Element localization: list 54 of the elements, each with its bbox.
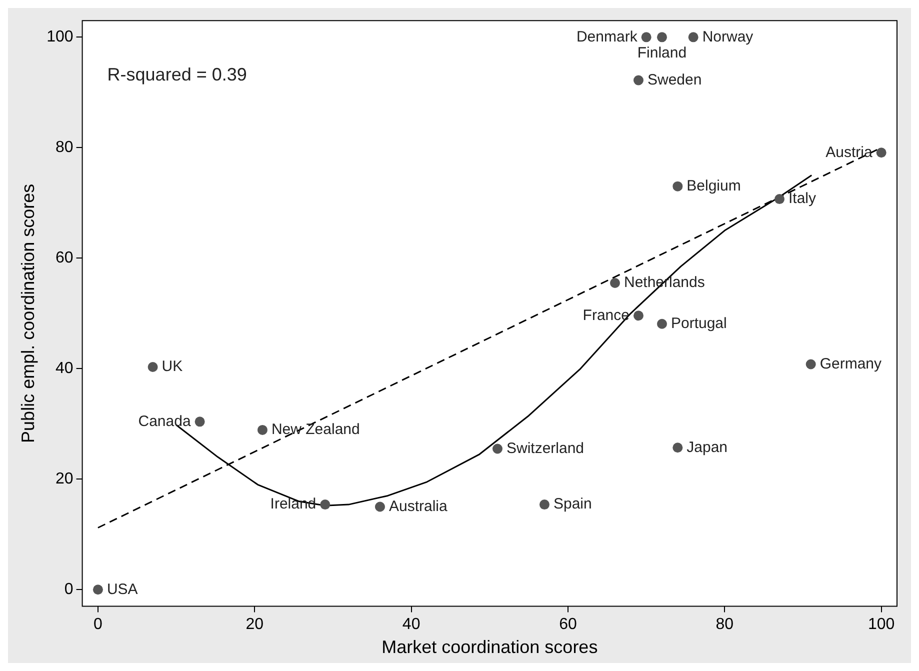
point [633,75,644,86]
annotation: Australia [388,498,448,515]
x-tick-label: 60 [559,616,577,634]
y-tick-label: 40 [56,360,74,378]
point [492,444,502,454]
annotation: Italy [788,190,817,208]
y-axis-title: Public empl. coordination scores [18,184,38,443]
annotation: Portugal [670,315,727,332]
point [610,278,620,288]
x-tick-label: 0 [94,616,103,634]
point [672,181,683,192]
annotation: Germany [820,355,882,372]
annotation: Belgium [686,177,741,194]
annotation: UK [162,358,183,376]
point [641,32,652,42]
point [257,424,268,435]
annotation: Finland [637,44,687,62]
annotation: Japan [686,438,728,456]
point [92,584,103,595]
annotation: Spain [553,496,592,513]
point [374,502,385,512]
point [774,194,784,204]
y-tick-label: 20 [56,470,74,488]
annotation: Switzerland [506,440,584,457]
point [320,500,330,510]
y-tick-label: 0 [64,581,74,598]
point [194,416,205,427]
point [656,318,667,329]
annotation: Denmark [576,28,638,46]
annotation: Canada [138,412,192,430]
annotation: Austria [826,144,873,161]
annotation: Norway [702,28,754,46]
x-tick-label: 20 [246,616,264,634]
point [539,500,550,510]
point [876,148,886,158]
y-tick-label: 60 [56,250,74,267]
annotation: R-squared = 0.39 [107,64,247,85]
point [148,362,158,372]
y-tick-label: 80 [56,139,74,156]
annotation: Ireland [270,496,316,513]
annotation: France [582,306,630,324]
x-axis-title: Market coordination scores [382,637,598,658]
point [656,32,667,42]
point [672,442,683,453]
x-tick-label: 80 [716,616,734,634]
y-tick-label: 100 [46,28,74,46]
point [806,359,816,370]
annotation: New Zealand [271,421,360,438]
x-tick-label: 40 [402,616,420,634]
point [633,310,644,321]
annotation: Sweden [647,71,702,88]
annotation: USA [106,580,138,598]
point [688,32,698,42]
x-tick-label: 100 [868,616,895,634]
